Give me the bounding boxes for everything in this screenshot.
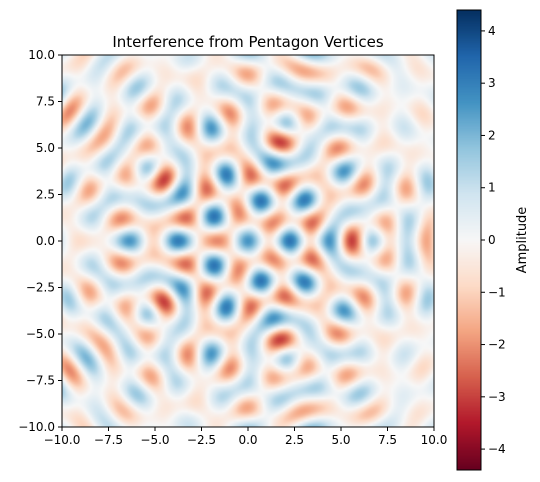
colorbar-tick-label: −3	[488, 390, 506, 404]
x-tick-label: −5.0	[140, 433, 169, 447]
x-tick-label: 10.0	[421, 433, 448, 447]
colorbar-tick-label: 2	[488, 128, 496, 142]
y-axis: −10.0 −7.5 −5.0 −2.5 0.0 2.5 5.0 7.5 10.0	[18, 48, 62, 434]
x-tick-label: 5.0	[331, 433, 350, 447]
x-tick-label: 2.5	[285, 433, 304, 447]
colorbar-tick-label: 1	[488, 181, 496, 195]
x-axis: −10.0 −7.5 −5.0 −2.5 0.0 2.5 5.0 7.5 10.0	[44, 427, 448, 447]
y-tick-label: −5.0	[26, 327, 55, 341]
colorbar-gradient	[457, 10, 481, 470]
x-tick-label: −2.5	[187, 433, 216, 447]
x-tick-label: 0.0	[238, 433, 257, 447]
colorbar: −4 −3 −2 −1 0 1 2 3 4 Amplitude	[456, 9, 530, 471]
y-tick-label: 0.0	[36, 234, 55, 248]
y-tick-label: 10.0	[28, 48, 55, 62]
y-tick-label: −10.0	[18, 420, 55, 434]
y-tick-label: 7.5	[36, 95, 55, 109]
colorbar-tick-label: 0	[488, 233, 496, 247]
y-tick-label: 2.5	[36, 188, 55, 202]
y-tick-label: 5.0	[36, 141, 55, 155]
colorbar-tick-label: −2	[488, 338, 506, 352]
x-tick-label: −7.5	[94, 433, 123, 447]
heatmap-image	[62, 55, 434, 427]
colorbar-tick-label: 3	[488, 76, 496, 90]
colorbar-ticks: −4 −3 −2 −1 0 1 2 3 4	[481, 24, 506, 456]
colorbar-tick-label: 4	[488, 24, 496, 38]
x-tick-label: −10.0	[44, 433, 81, 447]
y-tick-label: −7.5	[26, 374, 55, 388]
heatmap-area	[61, 54, 435, 428]
colorbar-label: Amplitude	[515, 207, 530, 274]
colorbar-tick-label: −1	[488, 285, 506, 299]
x-tick-label: 7.5	[378, 433, 397, 447]
y-tick-label: −2.5	[26, 281, 55, 295]
colorbar-tick-label: −4	[488, 442, 506, 456]
chart-title: Interference from Pentagon Vertices	[112, 33, 384, 51]
